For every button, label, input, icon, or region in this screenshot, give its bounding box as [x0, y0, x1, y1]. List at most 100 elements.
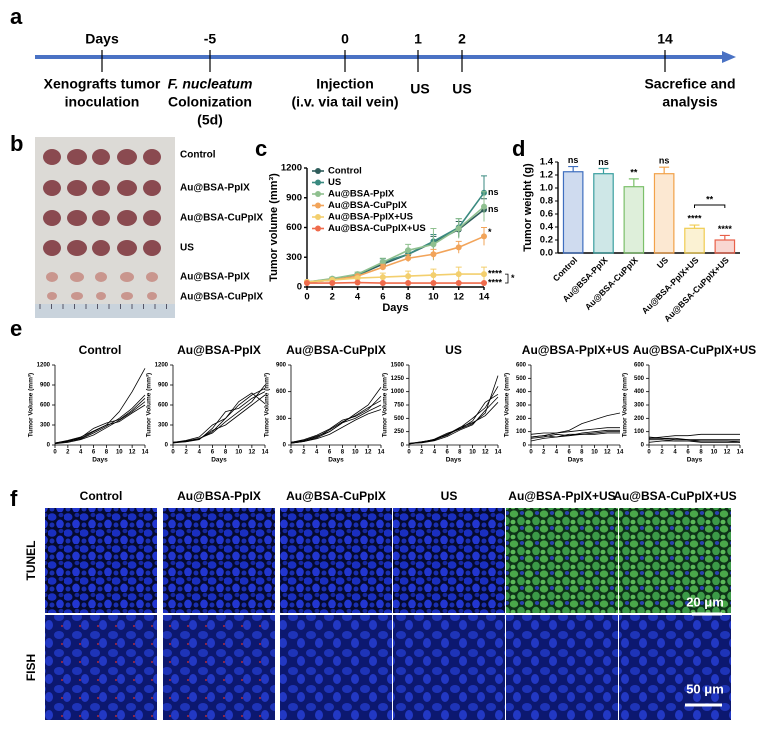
series-line — [290, 395, 382, 443]
chart-title: Au@BSA-CuPpIX+US — [633, 343, 756, 357]
tumor — [120, 272, 134, 282]
error-bar — [598, 167, 609, 174]
series-line — [306, 206, 485, 283]
x-tick-label: 4 — [555, 450, 559, 456]
y-axis-label: Tumor weight (g) — [522, 163, 534, 252]
x-tick-label: 0 — [289, 450, 293, 456]
legend-marker — [315, 179, 321, 186]
y-tick-label: 250 — [394, 429, 405, 435]
timeline-event: Injection — [316, 76, 374, 92]
x-tick-label: 2 — [420, 450, 424, 456]
series-line — [530, 427, 620, 435]
y-tick-label: 1200 — [37, 363, 51, 369]
legend-label: Au@BSA-PpIX+US — [328, 212, 413, 223]
legend-label: Control — [328, 166, 362, 177]
timeline-tick-label: 14 — [657, 31, 673, 47]
bar — [714, 239, 736, 254]
series-line — [172, 391, 266, 444]
series-line — [408, 386, 499, 444]
y-tick-label: 0.6 — [540, 209, 553, 220]
series-line — [290, 409, 382, 444]
timeline-event: US — [452, 81, 471, 97]
y-tick-label: 0 — [641, 443, 645, 449]
series-point — [481, 280, 487, 287]
timeline-event: (i.v. via tail vein) — [291, 94, 398, 110]
significance-label: ns — [568, 155, 579, 165]
series-line — [530, 432, 620, 442]
micrograph — [163, 615, 275, 720]
y-tick-label: 300 — [276, 416, 287, 422]
x-tick-label: 0 — [647, 450, 651, 456]
x-tick-label: 6 — [92, 450, 96, 456]
y-tick-label: 0.0 — [540, 248, 553, 259]
tumor — [117, 149, 137, 165]
tumor — [47, 292, 57, 300]
x-axis-label: Days — [382, 302, 408, 314]
y-axis-label: Tumor Volume (mm³) — [28, 373, 35, 437]
tumor — [67, 240, 87, 256]
y-tick-label: 0 — [283, 443, 287, 449]
timeline-event: Colonization — [168, 94, 252, 110]
significance-label: **** — [718, 224, 733, 234]
error-bar — [568, 165, 579, 172]
y-tick-label: 500 — [634, 376, 645, 382]
bracket — [694, 204, 726, 209]
y-axis-label: Tumor Volume (mm³) — [264, 373, 271, 437]
photo-row-label: Au@BSA-PpIX — [180, 272, 250, 283]
x-tick-label: 8 — [105, 450, 109, 456]
series-point — [430, 280, 437, 287]
x-tick-label: 14 — [142, 450, 149, 456]
x-tick-label: 14 — [495, 450, 502, 456]
x-axis-label: Days — [211, 457, 227, 464]
micrograph — [45, 615, 157, 720]
x-tick-label: 0 — [407, 450, 411, 456]
x-tick-label: 10 — [469, 450, 476, 456]
y-tick-label: 0 — [47, 443, 51, 449]
x-axis-label: Days — [568, 457, 584, 464]
x-tick-label: Control — [551, 255, 579, 283]
photo-row-label: Au@BSA-CuPpIX — [180, 213, 263, 224]
tumor — [92, 210, 110, 226]
y-tick-label: 900 — [276, 363, 287, 369]
tumor — [143, 240, 161, 256]
timeline-event: US — [410, 81, 429, 97]
series-line — [54, 401, 146, 445]
bar — [593, 173, 614, 254]
column-header: Au@BSA-PpIX+US — [508, 489, 615, 503]
tumor — [143, 180, 161, 196]
y-tick-label: 300 — [40, 423, 51, 429]
series-point — [455, 271, 462, 278]
column-header: Au@BSA-PpIX — [177, 489, 261, 503]
series-line — [306, 273, 484, 283]
y-tick-label: 600 — [516, 363, 527, 369]
legend-marker — [315, 202, 321, 209]
x-tick-label: 6 — [445, 450, 449, 456]
timeline-event: (5d) — [197, 112, 223, 128]
x-tick-label: 14 — [737, 450, 744, 456]
column-header: Au@BSA-CuPpIX+US — [613, 489, 736, 503]
x-tick-label: 8 — [405, 292, 410, 303]
tumor — [92, 180, 110, 196]
x-axis-label: Days — [687, 457, 703, 464]
x-tick-label: 0 — [529, 450, 533, 456]
timeline-event: Sacrefice and — [644, 76, 735, 92]
y-axis-label: Tumor Volume (mm³) — [622, 373, 629, 437]
significance-label: **** — [687, 213, 702, 223]
micrograph — [619, 615, 731, 720]
y-tick-label: 0 — [165, 443, 169, 449]
y-tick-label: 500 — [394, 416, 405, 422]
series-point — [379, 280, 386, 287]
x-tick-label: 0 — [53, 450, 57, 456]
x-tick-label: Au@BSA-CuPpIX — [583, 255, 640, 312]
x-tick-label: 12 — [365, 450, 372, 456]
series-point — [354, 275, 361, 282]
x-tick-label: 12 — [724, 450, 731, 456]
series-point — [379, 264, 386, 271]
tumor — [146, 272, 158, 282]
bracket-label: ** — [706, 194, 714, 204]
y-tick-label: 0 — [297, 282, 302, 293]
tumor — [43, 180, 61, 196]
y-tick-label: 600 — [276, 389, 287, 395]
y-tick-label: 600 — [40, 403, 51, 409]
